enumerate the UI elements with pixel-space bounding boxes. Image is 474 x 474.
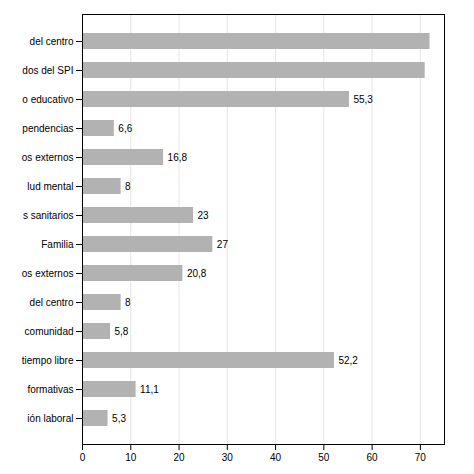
svg-text:5,3: 5,3 [112, 413, 126, 424]
svg-text:dos del SPI: dos del SPI [22, 65, 73, 76]
svg-text:del centro: del centro [30, 297, 74, 308]
svg-text:os externos: os externos [22, 152, 74, 163]
svg-text:0: 0 [80, 452, 86, 463]
svg-text:50: 50 [318, 452, 330, 463]
svg-text:lud mental: lud mental [27, 181, 73, 192]
svg-text:20,8: 20,8 [187, 268, 207, 279]
svg-text:formativas: formativas [27, 384, 73, 395]
svg-text:tiempo libre: tiempo libre [22, 355, 74, 366]
svg-text:40: 40 [270, 452, 282, 463]
svg-text:11,1: 11,1 [140, 384, 159, 395]
svg-text:8: 8 [125, 297, 131, 308]
svg-text:ión laboral: ión laboral [27, 413, 73, 424]
svg-text:del centro: del centro [30, 36, 74, 47]
svg-text:o educativo: o educativo [22, 94, 74, 105]
svg-text:pendencias: pendencias [22, 123, 73, 134]
svg-text:5,8: 5,8 [114, 326, 128, 337]
svg-text:23: 23 [198, 210, 210, 221]
svg-text:27: 27 [217, 239, 229, 250]
svg-text:16,8: 16,8 [168, 152, 188, 163]
svg-text:6,6: 6,6 [118, 123, 132, 134]
svg-text:s sanitarios: s sanitarios [23, 210, 74, 221]
svg-text:10: 10 [125, 452, 137, 463]
svg-text:52,2: 52,2 [338, 355, 358, 366]
svg-text:70: 70 [415, 452, 427, 463]
svg-text:20: 20 [173, 452, 185, 463]
svg-text:os externos: os externos [22, 268, 74, 279]
svg-text:8: 8 [125, 181, 131, 192]
svg-text:comunidad: comunidad [25, 326, 74, 337]
svg-text:60: 60 [367, 452, 379, 463]
svg-text:55,3: 55,3 [353, 94, 373, 105]
svg-text:Familia: Familia [41, 239, 74, 250]
svg-text:30: 30 [222, 452, 234, 463]
